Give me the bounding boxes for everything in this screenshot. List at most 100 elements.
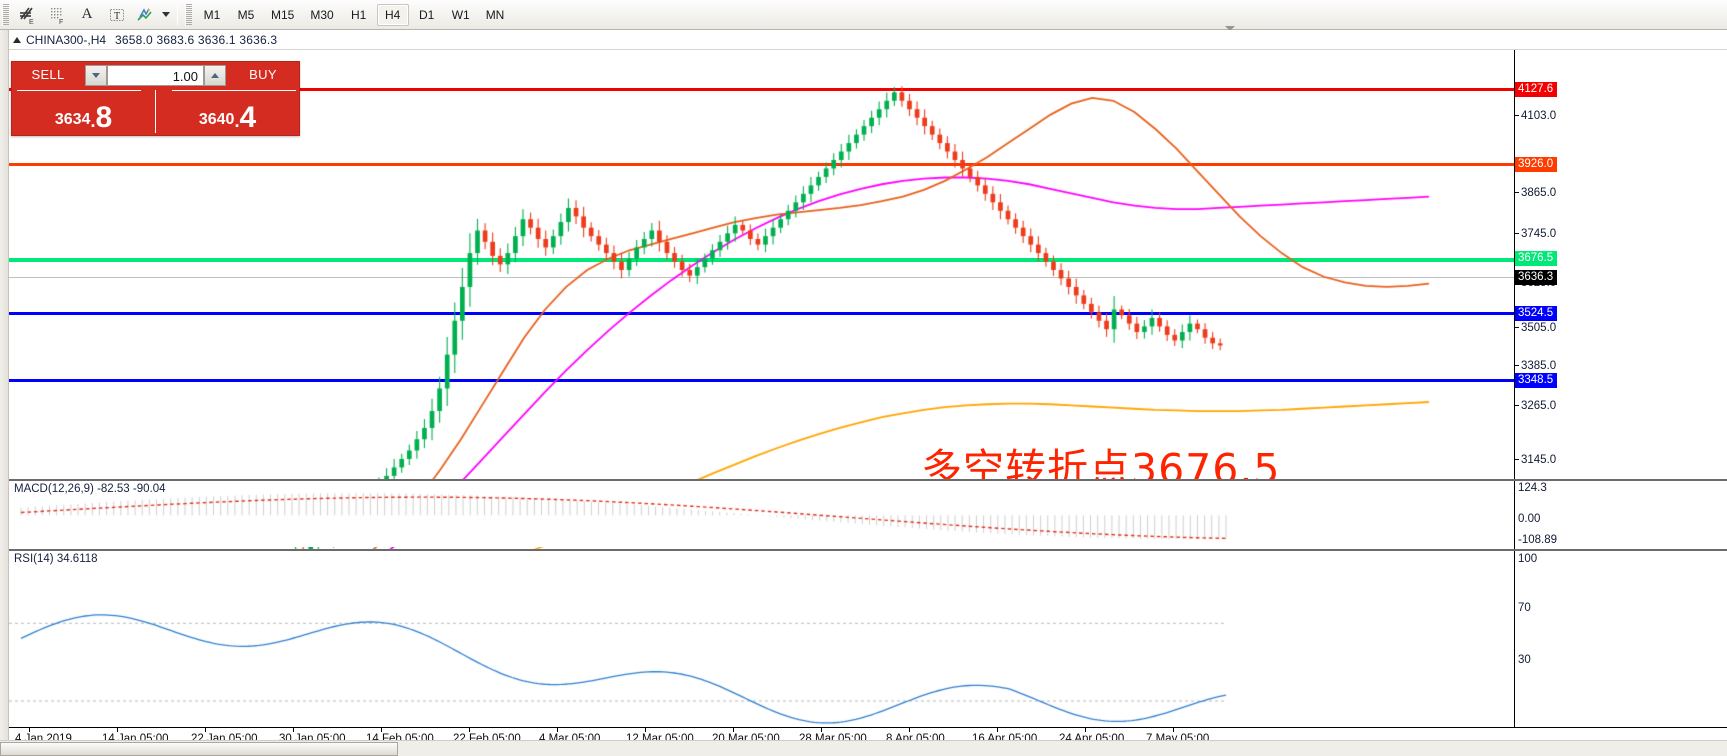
- symbol-label: CHINA300-,H4: [26, 32, 107, 47]
- macd-panel-separator: [9, 479, 1727, 481]
- svg-text:F: F: [59, 19, 63, 25]
- horizontal-scrollbar[interactable]: [0, 740, 1727, 756]
- chevron-down-icon: [92, 72, 100, 78]
- price-axis-tick: 3145.0: [1515, 454, 1556, 466]
- buy-price-dot: .: [234, 111, 240, 131]
- date-axis-tick: [469, 728, 470, 732]
- rsi-panel[interactable]: RSI(14) 34.6118: [9, 551, 1514, 727]
- price-axis-tick-label: 3145.0: [1521, 454, 1557, 466]
- objects-dropdown-icon[interactable]: [158, 2, 172, 28]
- buy-button[interactable]: BUY: [249, 67, 277, 82]
- rsi-tick: 70: [1518, 602, 1531, 614]
- date-axis-tick: [117, 728, 118, 732]
- volume-increment-button[interactable]: [204, 64, 226, 86]
- price-badge-pivot-line[interactable]: 3676.5: [1515, 251, 1558, 266]
- date-axis-tick: [205, 728, 206, 732]
- buy-price[interactable]: 3640 . 4: [156, 88, 299, 135]
- date-axis-tick: [733, 728, 734, 732]
- macd-axis: 124.3 0.00 -108.89: [1514, 481, 1727, 547]
- macd-label: MACD(12,26,9) -82.53 -90.04: [14, 483, 166, 495]
- chart-left-rail: [0, 30, 9, 741]
- date-axis-tick: [557, 728, 558, 732]
- date-axis-tick: [293, 728, 294, 732]
- rsi-canvas: [9, 551, 1514, 727]
- text-label-icon[interactable]: A: [81, 6, 93, 22]
- price-axis-tick: 3385.0: [1515, 360, 1556, 372]
- rsi-tick: 30: [1518, 654, 1531, 666]
- main-toolbar: E F A T: [0, 0, 1727, 31]
- price-axis-tick-label: 3385.0: [1521, 360, 1557, 372]
- timeframe-grip[interactable]: [185, 3, 192, 26]
- date-axis-tick: [909, 728, 910, 732]
- timeframe-d1[interactable]: D1: [419, 7, 435, 22]
- macd-tick: 0.00: [1518, 513, 1541, 525]
- timeframe-mn[interactable]: MN: [485, 7, 505, 22]
- trade-panel-controls: SELL 1.00 BUY: [12, 62, 299, 88]
- scrollbar-thumb[interactable]: [0, 742, 398, 756]
- timeframe-m30[interactable]: M30: [310, 7, 334, 22]
- text-box-icon[interactable]: T: [102, 2, 132, 28]
- symbol-info-bar: CHINA300-,H4 3658.0 3683.6 3636.1 3636.3: [9, 30, 1727, 50]
- objects-icon[interactable]: [132, 2, 158, 28]
- timeframe-m5[interactable]: M5: [237, 7, 255, 22]
- price-badge-support-line[interactable]: 3524.5: [1515, 306, 1558, 321]
- price-badge-resistance-line[interactable]: 4127.6: [1515, 82, 1558, 97]
- price-axis-tick: 3265.0: [1515, 400, 1556, 412]
- timeframe-m15[interactable]: M15: [271, 7, 295, 22]
- macd-panel[interactable]: MACD(12,26,9) -82.53 -90.04: [9, 481, 1514, 547]
- date-axis-tick: [1173, 728, 1174, 732]
- rsi-label: RSI(14) 34.6118: [14, 553, 98, 565]
- price-axis-tick: 4103.0: [1515, 110, 1556, 122]
- one-click-trading-panel[interactable]: SELL 1.00 BUY 3634 . 8 3640 . 4: [11, 61, 300, 136]
- sell-price[interactable]: 3634 . 8: [12, 88, 155, 135]
- toolbar-grip[interactable]: [2, 3, 9, 26]
- price-axis-tick-label: 4103.0: [1521, 110, 1557, 122]
- price-axis-tick: 3505.0: [1515, 322, 1556, 334]
- svg-text:E: E: [29, 19, 34, 25]
- price-axis-tick-label: 3865.0: [1521, 187, 1557, 199]
- buy-price-fraction: 4: [239, 101, 257, 134]
- sell-underline: [17, 90, 141, 91]
- trade-panel-prices: 3634 . 8 3640 . 4: [12, 88, 299, 135]
- date-axis-tick: [997, 728, 998, 732]
- sell-price-main: 3634: [54, 111, 91, 128]
- svg-text:T: T: [114, 11, 120, 22]
- price-badge-resistance-line[interactable]: 3926.0: [1515, 157, 1558, 172]
- chart-window: CHINA300-,H4 3658.0 3683.6 3636.1 3636.3…: [0, 30, 1727, 756]
- price-axis-tick: 3745.0: [1515, 228, 1556, 240]
- rsi-panel-separator: [9, 549, 1727, 551]
- price-axis-tick-label: 3745.0: [1521, 228, 1557, 240]
- buy-underline: [172, 90, 296, 91]
- macd-tick: 124.3: [1518, 482, 1547, 494]
- volume-decrement-button[interactable]: [85, 64, 107, 86]
- rsi-axis: 100 70 30: [1514, 551, 1727, 727]
- price-axis-tick-label: 3505.0: [1521, 322, 1557, 334]
- ohlc-values: 3658.0 3683.6 3636.1 3636.3: [115, 32, 278, 47]
- price-axis-tick: 3865.0: [1515, 187, 1556, 199]
- indicators-icon[interactable]: E: [12, 2, 42, 28]
- rsi-tick: 100: [1518, 553, 1538, 565]
- expert-advisors-icon[interactable]: F: [42, 2, 72, 28]
- sell-button[interactable]: SELL: [31, 67, 65, 82]
- date-axis-tick: [821, 728, 822, 732]
- collapse-triangle-icon[interactable]: [13, 36, 21, 43]
- chevron-up-icon: [211, 72, 219, 78]
- date-axis-tick: [381, 728, 382, 732]
- trade-panel-divider: [155, 90, 156, 133]
- price-badge-current-price[interactable]: 3636.3: [1515, 270, 1558, 285]
- chart-scroll-marker-icon: [1225, 26, 1235, 31]
- timeframe-h1[interactable]: H1: [351, 7, 367, 22]
- toolbar-separator: [177, 4, 178, 25]
- date-axis-tick: [645, 728, 646, 732]
- sell-price-dot: .: [90, 111, 96, 131]
- volume-input[interactable]: 1.00: [107, 64, 204, 86]
- price-badge-support-line[interactable]: 3348.5: [1515, 373, 1558, 388]
- timeframe-h4[interactable]: H4: [376, 3, 409, 26]
- timeframe-w1[interactable]: W1: [451, 7, 470, 22]
- date-axis-tick: [1085, 728, 1086, 732]
- macd-canvas: [9, 481, 1514, 547]
- timeframe-group: M1 M5 M15 M30 H1 H4 D1 W1 MN: [195, 3, 512, 26]
- timeframe-m1[interactable]: M1: [203, 7, 221, 22]
- date-axis-tick: [29, 728, 30, 732]
- price-axis-tick-label: 3265.0: [1521, 400, 1557, 412]
